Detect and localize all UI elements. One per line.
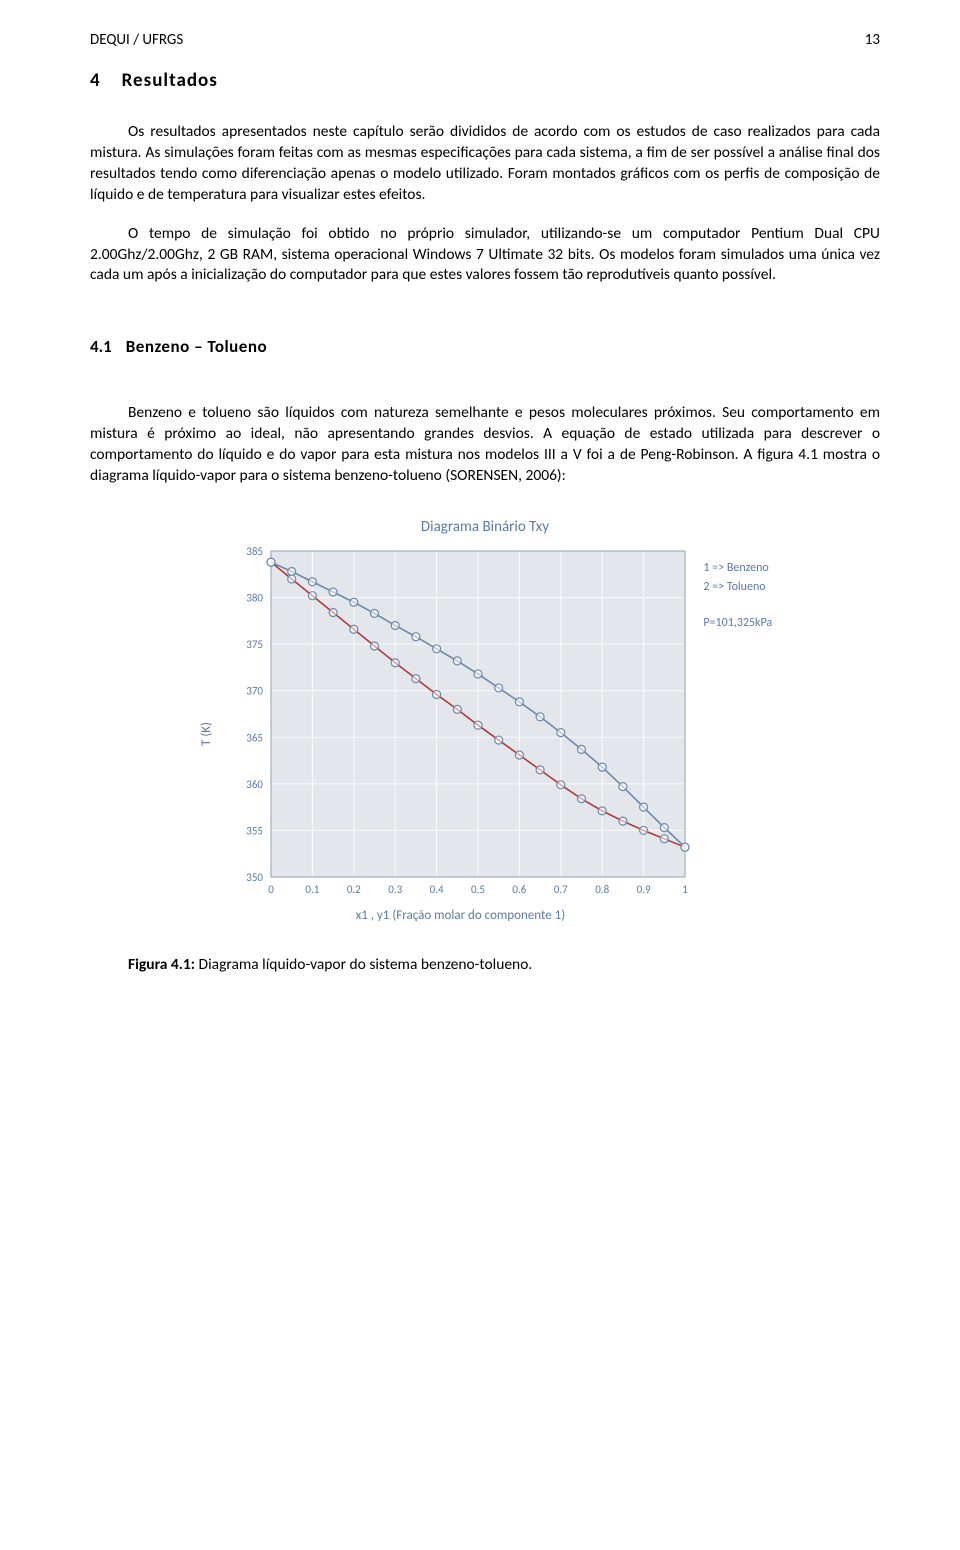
svg-text:380: 380 <box>247 592 264 605</box>
figure: Diagrama Binário Txy T (K) 0 0.1 0.2 0.3 0.4… <box>90 517 880 925</box>
paragraph: Os resultados apresentados neste capítul… <box>90 122 880 206</box>
section-heading: 4 Resultados <box>90 68 880 94</box>
paragraph: O tempo de simulação foi obtido no própr… <box>90 224 880 287</box>
svg-text:0: 0 <box>269 883 275 896</box>
svg-text:0.5: 0.5 <box>471 883 485 896</box>
figure-caption-text: Diagrama líquido-vapor do sistema benzen… <box>195 955 532 974</box>
subsection-number: 4.1 <box>90 336 112 359</box>
svg-text:385: 385 <box>247 545 264 558</box>
paragraph: Benzeno e tolueno são líquidos com natur… <box>90 403 880 487</box>
svg-text:365: 365 <box>247 732 264 745</box>
svg-text:0.3: 0.3 <box>389 883 403 896</box>
figure-caption: Figura 4.1: Diagrama líquido-vapor do si… <box>90 955 880 976</box>
svg-text:350: 350 <box>247 871 264 884</box>
legend-item: 2 => Tolueno <box>703 578 772 597</box>
svg-text:0.6: 0.6 <box>513 883 527 896</box>
chart-y-axis-label: T (K) <box>198 722 216 746</box>
figure-caption-label: Figura 4.1: <box>128 955 195 974</box>
chart-legend: 1 => Benzeno 2 => Tolueno P=101,325kPa <box>703 559 772 633</box>
legend-item: 1 => Benzeno <box>703 559 772 578</box>
chart-x-axis-label: x1 , y1 (Fração molar do componente 1) <box>356 907 566 925</box>
svg-text:375: 375 <box>247 638 264 651</box>
txy-chart: 0 0.1 0.2 0.3 0.4 0.5 0.6 0.7 0.8 0.9 1 350 355 360 36… <box>225 543 695 903</box>
subsection-title: Benzeno – Tolueno <box>126 336 267 359</box>
section-title: Resultados <box>122 68 218 94</box>
header-institution: DEQUI / UFRGS <box>90 30 183 50</box>
svg-text:0.8: 0.8 <box>596 883 610 896</box>
svg-text:1: 1 <box>683 883 689 896</box>
svg-text:0.1: 0.1 <box>306 883 320 896</box>
svg-text:0.4: 0.4 <box>430 883 444 896</box>
section-number: 4 <box>90 68 100 94</box>
subsection-heading: 4.1 Benzeno – Tolueno <box>90 336 880 359</box>
svg-text:0.9: 0.9 <box>637 883 651 896</box>
svg-text:0.7: 0.7 <box>554 883 568 896</box>
svg-text:370: 370 <box>247 685 264 698</box>
page-number: 13 <box>865 30 880 50</box>
page-header: DEQUI / UFRGS 13 <box>90 30 880 50</box>
svg-text:355: 355 <box>247 825 264 838</box>
svg-text:0.2: 0.2 <box>347 883 361 896</box>
legend-pressure: P=101,325kPa <box>703 614 772 633</box>
svg-text:360: 360 <box>247 778 264 791</box>
chart-title: Diagrama Binário Txy <box>421 517 549 537</box>
